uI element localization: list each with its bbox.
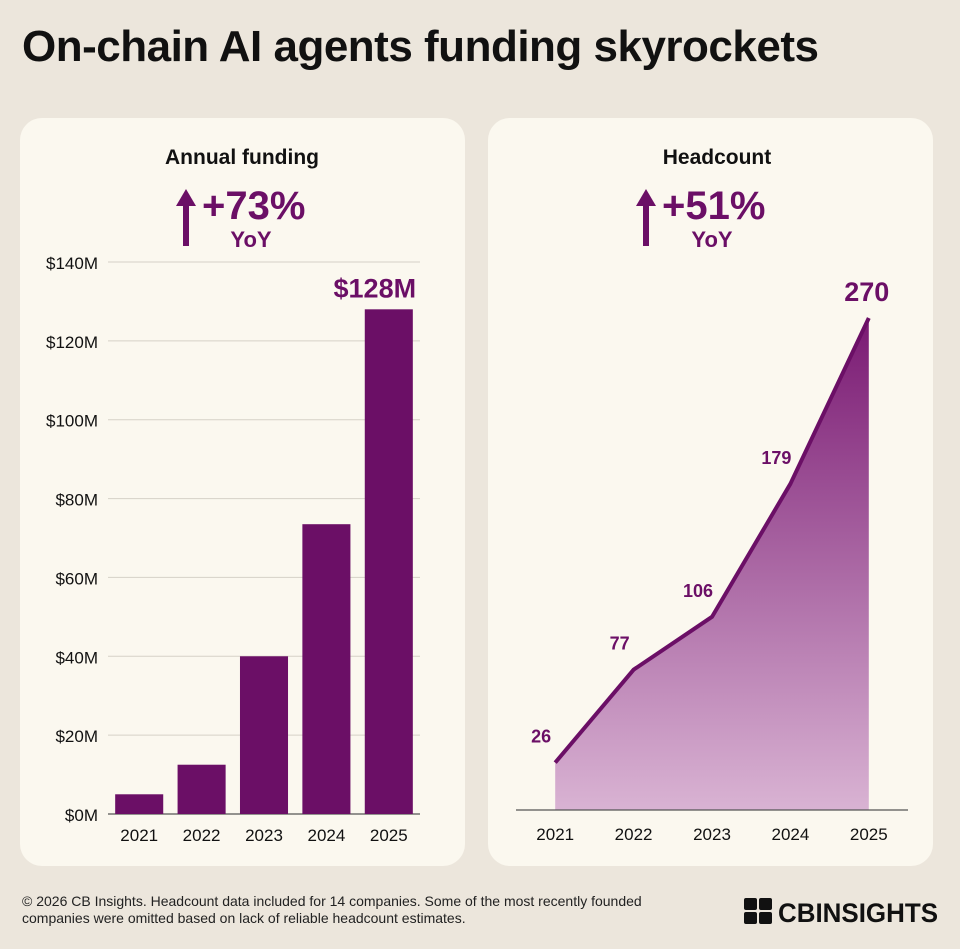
headcount-x-axis: 2021 2022 2023 2024 2025 — [536, 825, 887, 844]
y-tick-label: $120M — [46, 333, 98, 352]
series-line — [553, 317, 871, 764]
x-tick-label: 2022 — [183, 826, 221, 845]
funding-yoy-value: +73% — [202, 184, 305, 228]
bar-2022 — [177, 764, 226, 814]
bar-data-label: $128M — [334, 273, 417, 303]
y-tick-label: $0M — [65, 806, 98, 825]
bar-2023 — [239, 656, 289, 814]
x-tick-label: 2021 — [120, 826, 158, 845]
funding-y-axis: $0M $20M $40M $60M $80M $100M $120M $140M — [46, 254, 98, 825]
x-tick-label: 2023 — [245, 826, 283, 845]
footnote: © 2026 CB Insights. Headcount data inclu… — [22, 893, 722, 927]
funding-subtitle: Annual funding — [165, 146, 319, 169]
y-tick-label: $80M — [55, 491, 98, 510]
x-tick-label: 2023 — [693, 825, 731, 844]
headcount-card: Headcount +51% YoY 26 77 106 179 270 2021 202… — [488, 118, 933, 866]
point-data-label: 106 — [683, 581, 713, 601]
x-tick-label: 2022 — [615, 825, 653, 844]
bar-2021 — [115, 794, 164, 814]
headcount-yoy-label: YoY — [691, 227, 732, 252]
funding-card: Annual funding +73% YoY $0M $20M $40M $60M $… — [20, 118, 465, 866]
headcount-yoy-value: +51% — [662, 184, 765, 228]
x-tick-label: 2025 — [370, 826, 408, 845]
y-tick-label: $40M — [55, 648, 98, 667]
funding-yoy-label: YoY — [230, 227, 271, 252]
bar-2024 — [302, 524, 351, 814]
logo-text: CBINSIGHTS — [778, 898, 938, 928]
area-fill — [555, 318, 869, 810]
y-tick-label: $140M — [46, 254, 98, 273]
x-tick-label: 2024 — [307, 826, 345, 845]
y-tick-label: $60M — [55, 569, 98, 588]
bar-2025 — [364, 309, 413, 814]
y-tick-label: $20M — [55, 727, 98, 746]
arrow-up-icon — [636, 189, 656, 246]
footnote-line-2: companies were omitted based on lack of … — [22, 910, 466, 926]
headcount-data-labels: 26 77 106 179 270 — [531, 277, 889, 747]
headcount-subtitle: Headcount — [663, 146, 772, 169]
point-data-label: 270 — [844, 277, 889, 307]
x-tick-label: 2024 — [771, 825, 809, 844]
page-title: On-chain AI agents funding skyrockets — [22, 22, 819, 71]
funding-data-labels: $128M — [334, 273, 417, 303]
headcount-area — [516, 317, 908, 811]
point-data-label: 77 — [610, 634, 630, 654]
x-tick-label: 2025 — [850, 825, 888, 844]
footnote-line-1: © 2026 CB Insights. Headcount data inclu… — [22, 893, 642, 909]
funding-bar-chart: Annual funding +73% YoY $0M$20M$40M$60M$… — [46, 146, 420, 845]
funding-bars — [115, 309, 413, 814]
funding-x-axis: 2021 2022 2023 2024 2025 — [120, 826, 407, 845]
y-tick-label: $100M — [46, 412, 98, 431]
point-data-label: 179 — [761, 448, 791, 468]
arrow-up-icon — [176, 189, 196, 246]
point-data-label: 26 — [531, 727, 551, 747]
x-tick-label: 2021 — [536, 825, 574, 844]
cb-insights-logo-icon: CBINSIGHTS — [744, 898, 938, 928]
